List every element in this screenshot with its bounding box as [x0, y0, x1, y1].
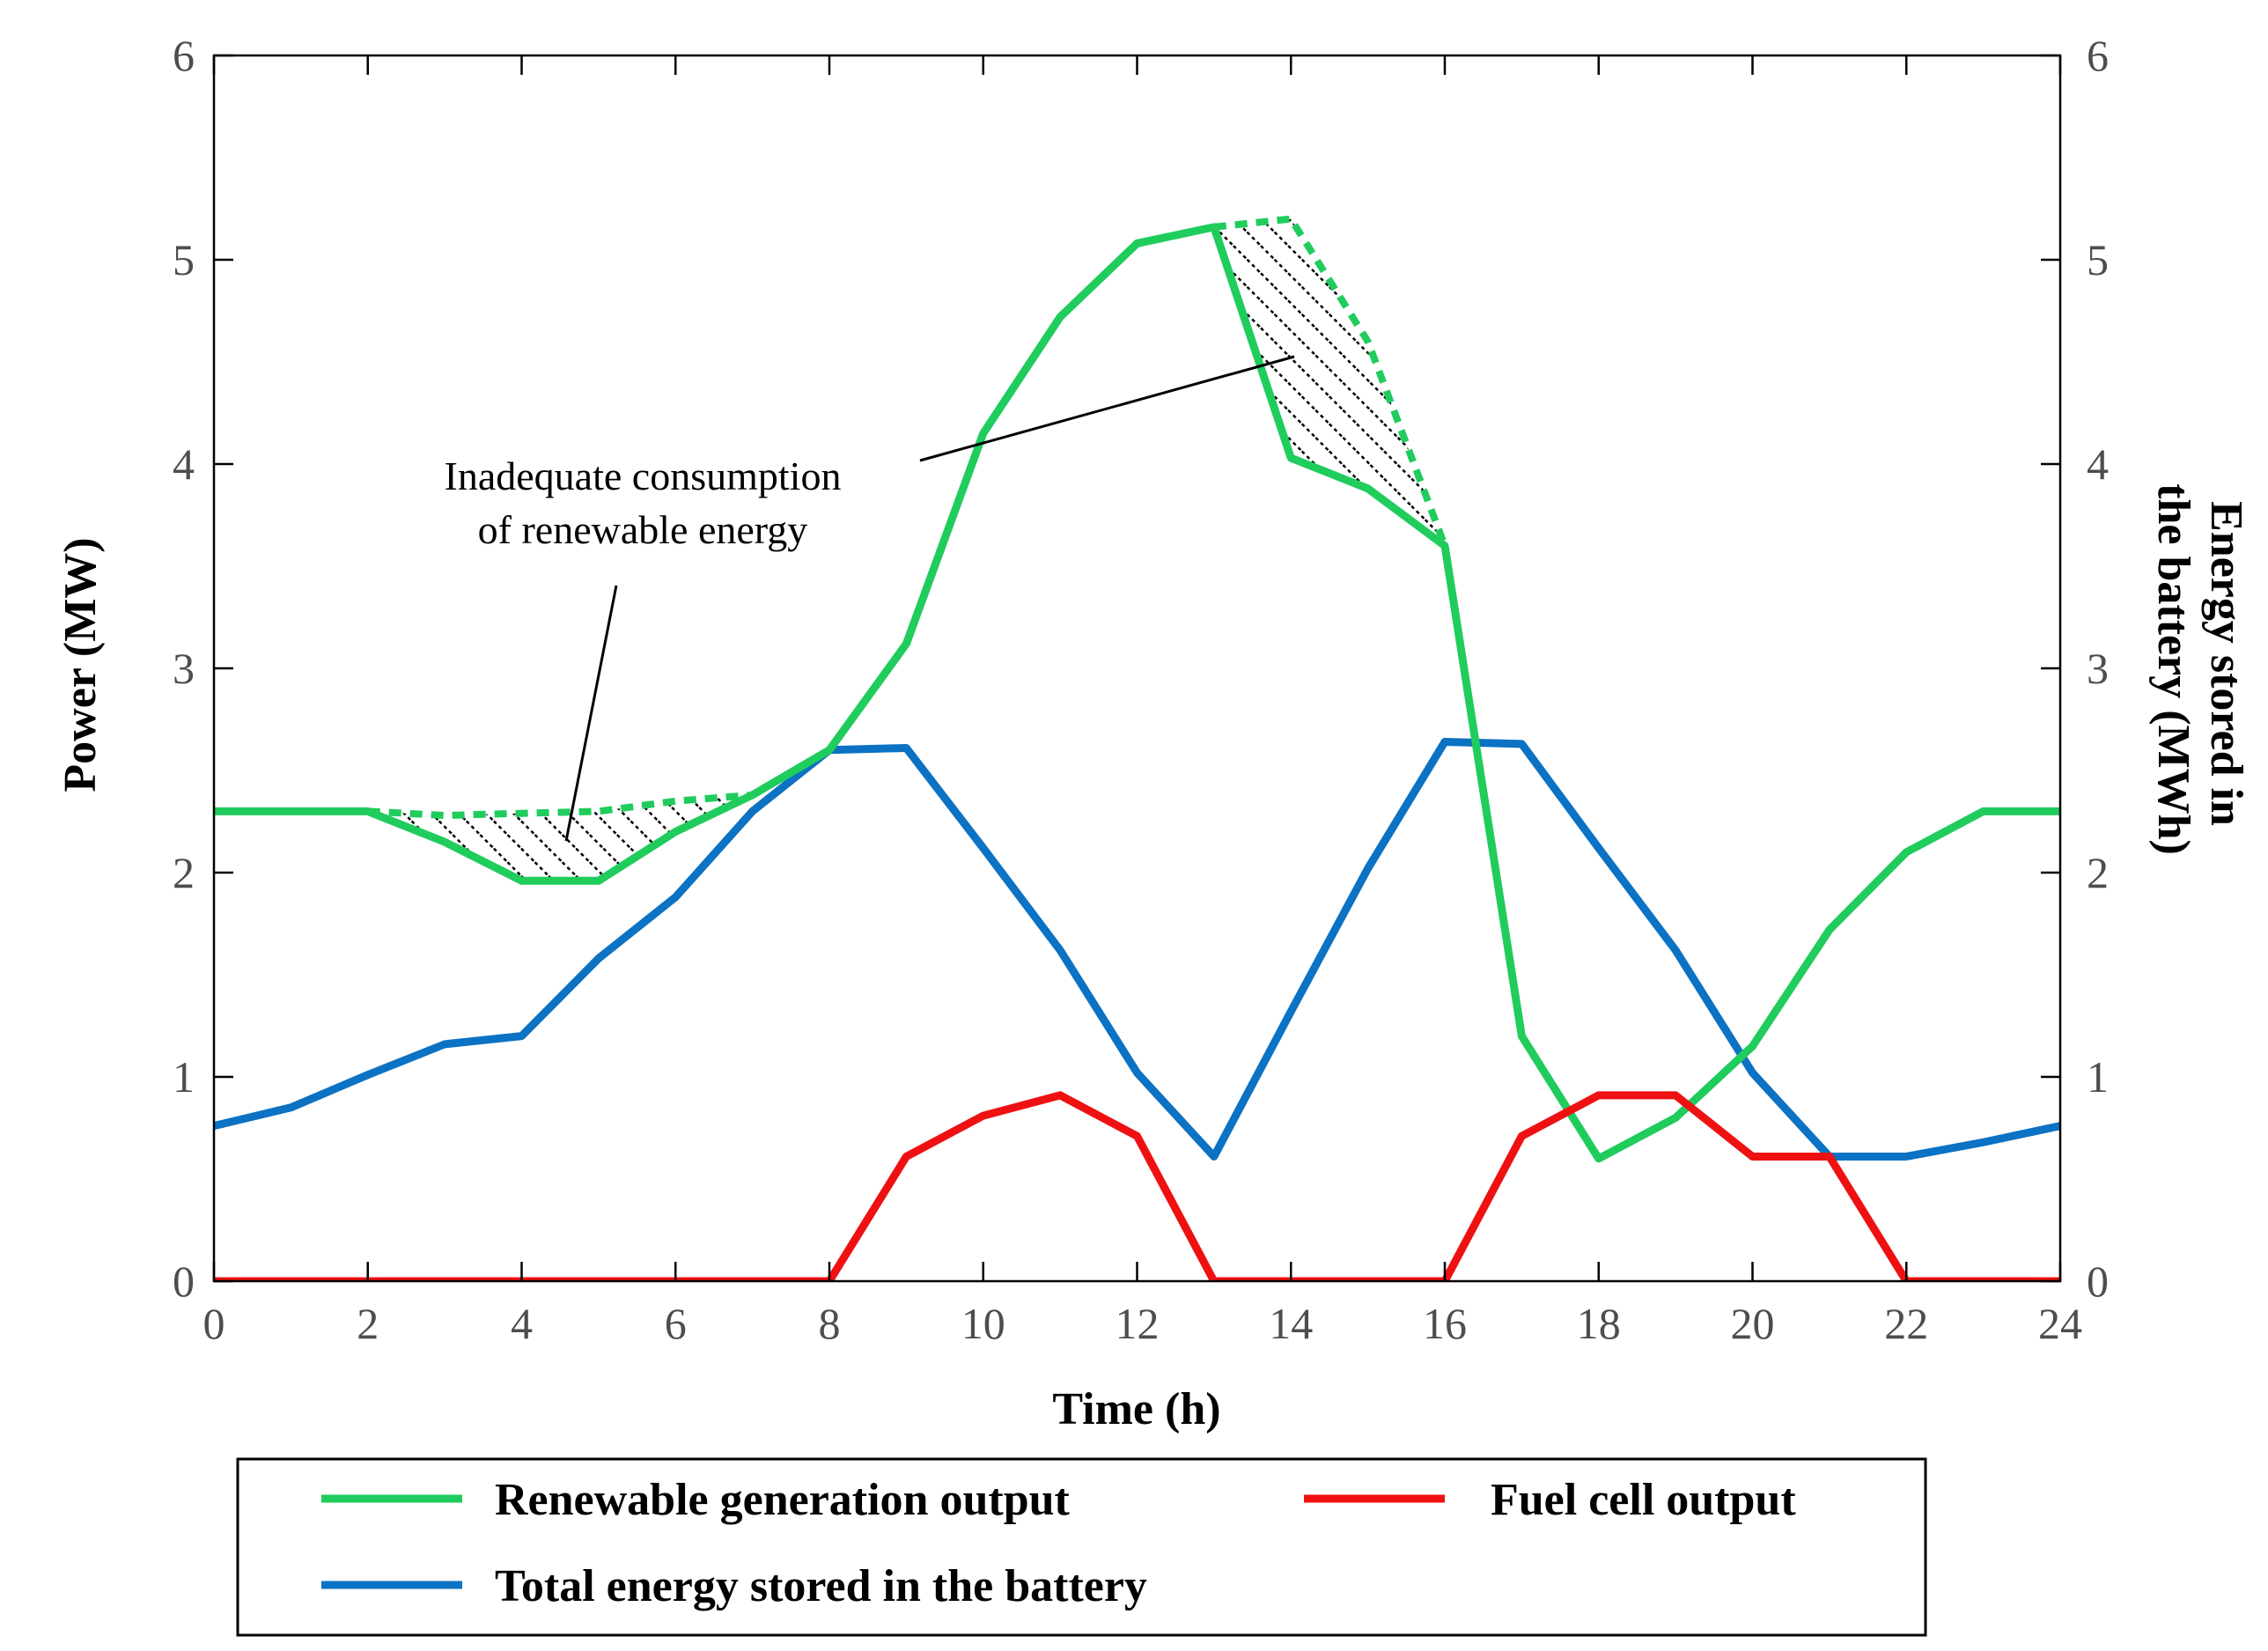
annotation-line-2: of renewable energy: [478, 507, 808, 552]
y2-tick-label: 5: [2087, 235, 2109, 284]
series-layer: [214, 215, 2060, 1281]
x-tick-label: 2: [357, 1299, 379, 1348]
x-tick-label: 6: [665, 1299, 687, 1348]
legend-label-renewable: Renewable generation output: [495, 1475, 1071, 1525]
y-tick-label: 5: [173, 235, 195, 284]
y2-axis-title-line1: Energy stored in: [2201, 501, 2251, 826]
y2-tick-label: 1: [2087, 1052, 2109, 1102]
y-tick-label: 6: [173, 31, 195, 80]
x-tick-label: 16: [1423, 1299, 1467, 1348]
annotation-pointer-left: [564, 585, 618, 842]
legend-box: [236, 1457, 1927, 1637]
series-line-fuel-cell: [214, 1091, 2060, 1281]
x-axis-title: Time (h): [1052, 1384, 1220, 1434]
annotation-line-1: Inadequate consumption: [445, 453, 842, 498]
x-tick-label: 22: [1884, 1299, 1928, 1348]
x-tick-label: 18: [1577, 1299, 1621, 1348]
legend-label-fuel-cell: Fuel cell output: [1491, 1475, 1796, 1525]
series-line-battery: [214, 738, 2060, 1161]
y-axis-title: Power (MW): [55, 537, 106, 792]
x-tick-label: 12: [1116, 1299, 1160, 1348]
y2-tick-label: 0: [2087, 1257, 2109, 1306]
annotation-pointer-right: [919, 355, 1295, 462]
x-axis: 0 2 4 6 8 10 12 14 16 18 20 22 24: [203, 55, 2082, 1348]
y2-tick-label: 3: [2087, 644, 2109, 693]
y-tick-label: 3: [173, 644, 195, 693]
x-tick-label: 10: [961, 1299, 1005, 1348]
y-tick-label: 0: [173, 1257, 195, 1306]
x-tick-label: 4: [511, 1299, 533, 1348]
hatch-region-2: [1213, 218, 1445, 546]
series-line-renewable: [214, 223, 2060, 1163]
x-tick-label: 8: [819, 1299, 841, 1348]
y2-tick-label: 4: [2087, 439, 2109, 489]
y-axis-left: 0 1 2 3 4 5 6: [173, 31, 233, 1306]
x-tick-label: 20: [1731, 1299, 1775, 1348]
y-tick-label: 2: [173, 848, 195, 897]
y2-tick-label: 6: [2087, 31, 2109, 80]
y-tick-label: 1: [173, 1052, 195, 1102]
dashed-renewable-line-2: [1213, 215, 1448, 548]
y2-axis-title-line2: the battery (MWh): [2148, 483, 2198, 855]
x-tick-label: 0: [203, 1299, 225, 1348]
y2-tick-label: 2: [2087, 848, 2109, 897]
y2-axis-title: Energy stored in the battery (MWh): [2148, 483, 2251, 855]
x-tick-label: 24: [2038, 1299, 2082, 1348]
y-tick-label: 4: [173, 439, 195, 489]
dashed-renewable-line-1: [367, 791, 753, 820]
annotation: Inadequate consumption of renewable ener…: [445, 355, 1295, 842]
plot-frame: [212, 54, 2062, 1283]
legend: Renewable generation output Fuel cell ou…: [236, 1457, 1927, 1637]
legend-label-battery: Total energy stored in the battery: [495, 1561, 1147, 1611]
y-axis-right: 0 1 2 3 4 5 6: [2041, 31, 2109, 1306]
x-tick-label: 14: [1269, 1299, 1313, 1348]
